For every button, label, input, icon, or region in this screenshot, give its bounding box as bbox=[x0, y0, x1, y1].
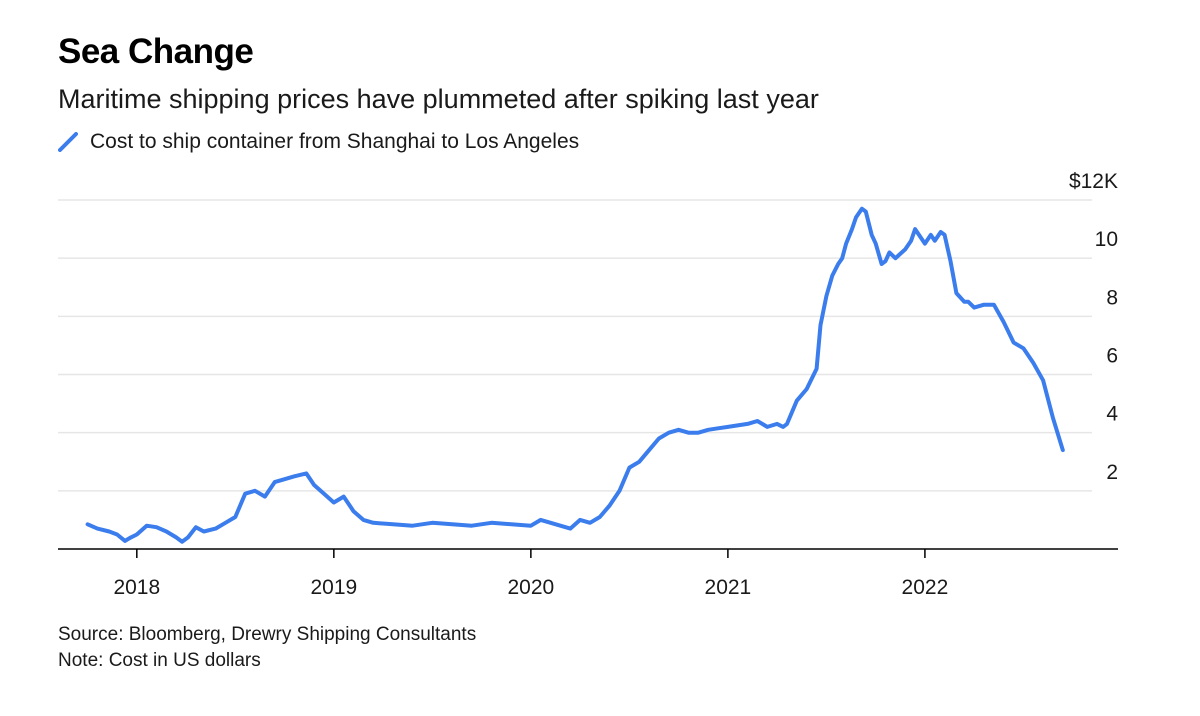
y-tick-label: 6 bbox=[1106, 345, 1118, 368]
y-tick-label: 8 bbox=[1106, 286, 1118, 309]
x-tick-label: 2020 bbox=[508, 576, 555, 599]
legend-label: Cost to ship container from Shanghai to … bbox=[90, 130, 580, 153]
x-axis: 2018 2019 2020 2021 2022 bbox=[58, 548, 1118, 599]
series-group bbox=[85, 206, 1065, 544]
legend-line-icon bbox=[58, 132, 78, 152]
x-tick-label: 2019 bbox=[310, 576, 357, 599]
source-note: Source: Bloomberg, Drewry Shipping Consu… bbox=[58, 624, 477, 645]
chart-subtitle: Maritime shipping prices have plummeted … bbox=[58, 84, 819, 114]
gridlines bbox=[58, 199, 1092, 492]
y-axis: 2 4 6 8 10 $12K bbox=[1069, 170, 1118, 484]
series-line bbox=[85, 206, 1065, 544]
y-tick-label: 2 bbox=[1106, 461, 1118, 484]
y-tick-label: 10 bbox=[1095, 228, 1118, 251]
y-tick-label: $12K bbox=[1069, 170, 1118, 193]
legend: Cost to ship container from Shanghai to … bbox=[58, 130, 579, 154]
chart-title: Sea Change bbox=[58, 32, 254, 71]
units-note: Note: Cost in US dollars bbox=[58, 650, 261, 671]
y-tick-label: 4 bbox=[1106, 403, 1118, 426]
x-tick-label: 2022 bbox=[902, 576, 949, 599]
x-tick-label: 2021 bbox=[705, 576, 752, 599]
x-tick-label: 2018 bbox=[113, 576, 160, 599]
